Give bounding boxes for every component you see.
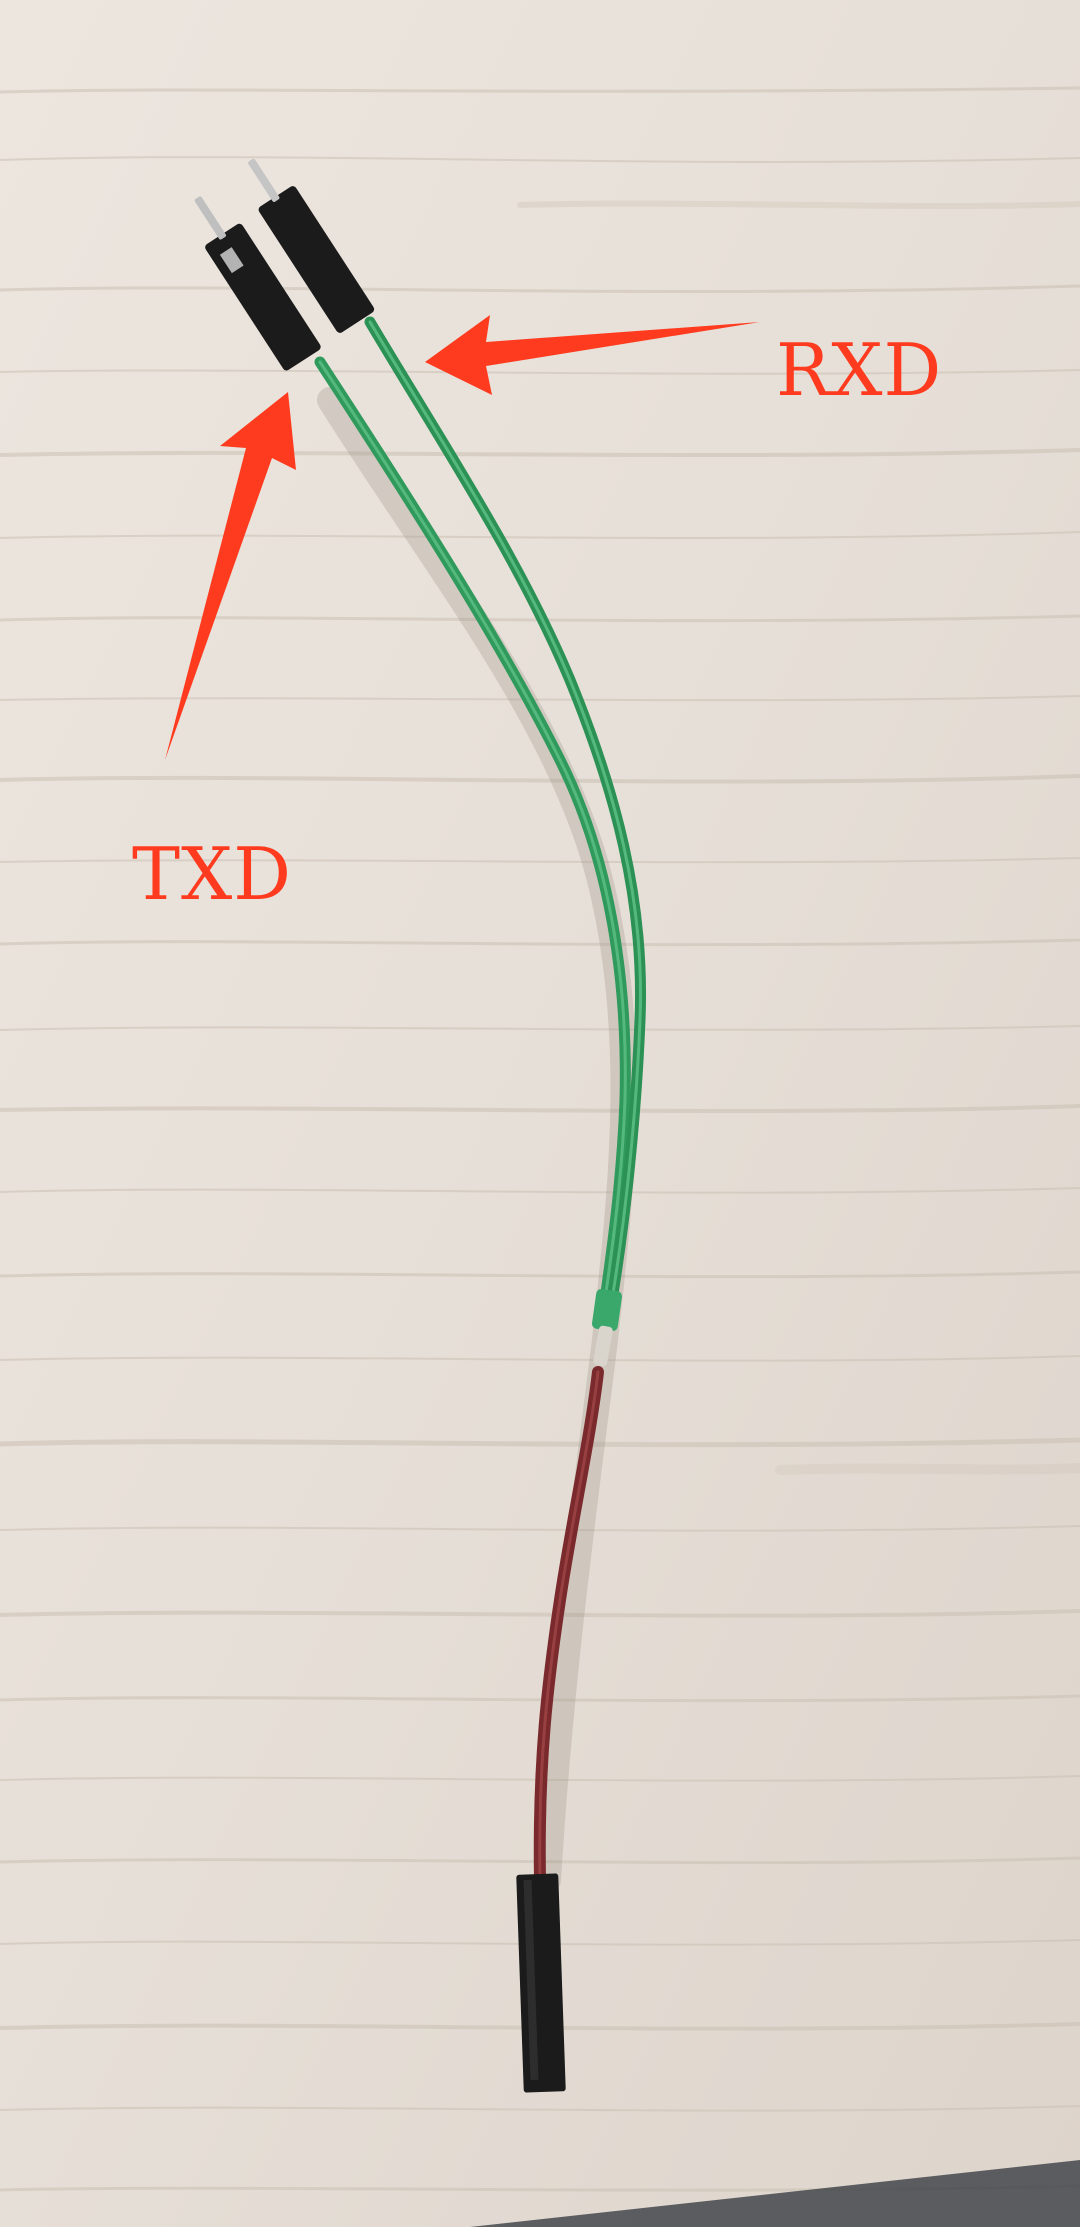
rxd-arrow (425, 315, 760, 395)
heat-shrink-joint (591, 1289, 623, 1331)
green-wire-rxd-highlight (368, 320, 643, 1302)
green-wire-txd-highlight (318, 360, 627, 1302)
solder-joint (593, 1325, 613, 1367)
rxd-label: RXD (776, 328, 943, 412)
dark-table-edge (470, 2160, 1080, 2227)
red-wire-highlight (538, 1370, 600, 1882)
male-connector-txd (194, 196, 321, 371)
txd-label: TXD (132, 832, 293, 916)
male-connector-rxd (248, 158, 375, 333)
female-connector (516, 1873, 566, 2093)
wood-grain (0, 86, 1080, 2192)
txd-arrow (165, 392, 296, 760)
